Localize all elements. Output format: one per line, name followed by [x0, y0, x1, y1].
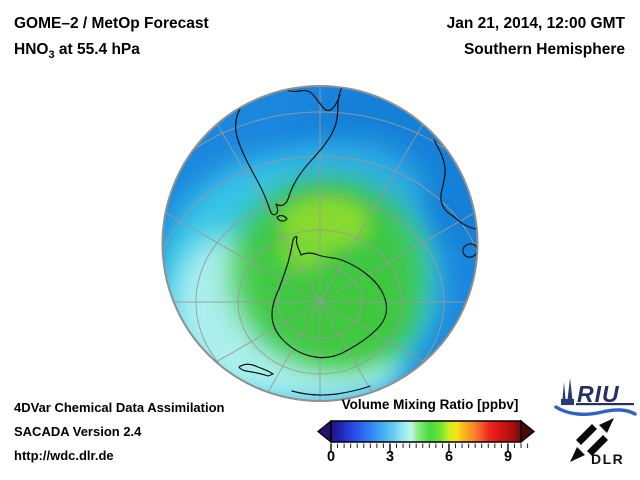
coastline-south-america — [235, 86, 344, 216]
coastline-antarctica — [271, 236, 388, 359]
riu-cathedral-icon — [562, 382, 566, 404]
graticule-meridians — [165, 86, 475, 401]
coastline-tierra-del-fuego — [276, 214, 288, 222]
colorbar-tick-label-0: 0 — [326, 449, 336, 465]
riu-logo-text: RIU — [577, 381, 620, 407]
species-level-title: HNO3 at 55.4 hPa — [14, 41, 140, 62]
colorbar-title: Volume Mixing Ratio [ppbv] — [341, 397, 519, 412]
riu-swoosh — [554, 405, 637, 416]
colorbar — [316, 419, 536, 452]
colorbar-ticks — [330, 443, 529, 452]
version-label: SACADA Version 2.4 — [14, 424, 142, 439]
coastlines — [235, 86, 478, 396]
colorbar-tick-label-3: 3 — [385, 449, 395, 465]
riu-logo: RIU — [554, 378, 637, 416]
coastline-tasmania — [462, 243, 478, 258]
dlr-logo-text: DLR — [591, 451, 624, 467]
product-title: GOME–2 / MetOp Forecast — [14, 15, 209, 32]
colorbar-tick-label-6: 6 — [444, 449, 454, 465]
datetime-block: Jan 21, 2014, 12:00 GMT Southern Hemisph… — [447, 11, 625, 63]
dlr-logo-mark — [576, 424, 597, 445]
dlr-logo: DLR — [570, 418, 624, 467]
colorbar-tick-label-9: 9 — [503, 449, 513, 465]
colorbar-underflow-arrow — [316, 419, 332, 444]
assimilation-label: 4DVar Chemical Data Assimilation — [14, 400, 225, 415]
coastline-new-zealand — [238, 363, 274, 377]
coastline-australia — [433, 139, 478, 231]
globe-rim — [161, 85, 479, 402]
forecast-datetime: Jan 21, 2014, 12:00 GMT — [446, 15, 625, 32]
hemisphere-label: Southern Hemisphere — [463, 41, 625, 58]
url-label: http://wdc.dlr.de — [14, 448, 114, 463]
plot-title-block: GOME–2 / MetOp Forecast HNO3 at 55.4 hPa — [14, 11, 209, 68]
colorbar-gradient — [330, 420, 522, 443]
credits-block: 4DVar Chemical Data Assimilation SACADA … — [14, 396, 225, 468]
colorbar-overflow-arrow — [520, 419, 536, 444]
